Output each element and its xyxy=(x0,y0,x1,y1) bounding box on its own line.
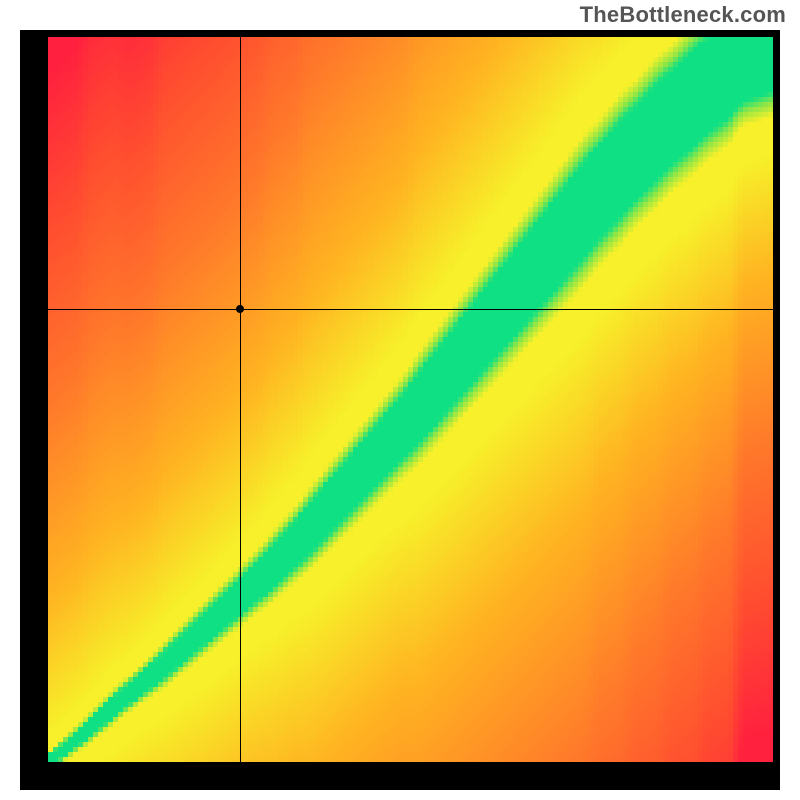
watermark-text: TheBottleneck.com xyxy=(580,2,786,28)
chart-plot-area xyxy=(48,37,773,762)
chart-frame xyxy=(20,30,780,790)
bottleneck-heatmap xyxy=(48,37,773,762)
